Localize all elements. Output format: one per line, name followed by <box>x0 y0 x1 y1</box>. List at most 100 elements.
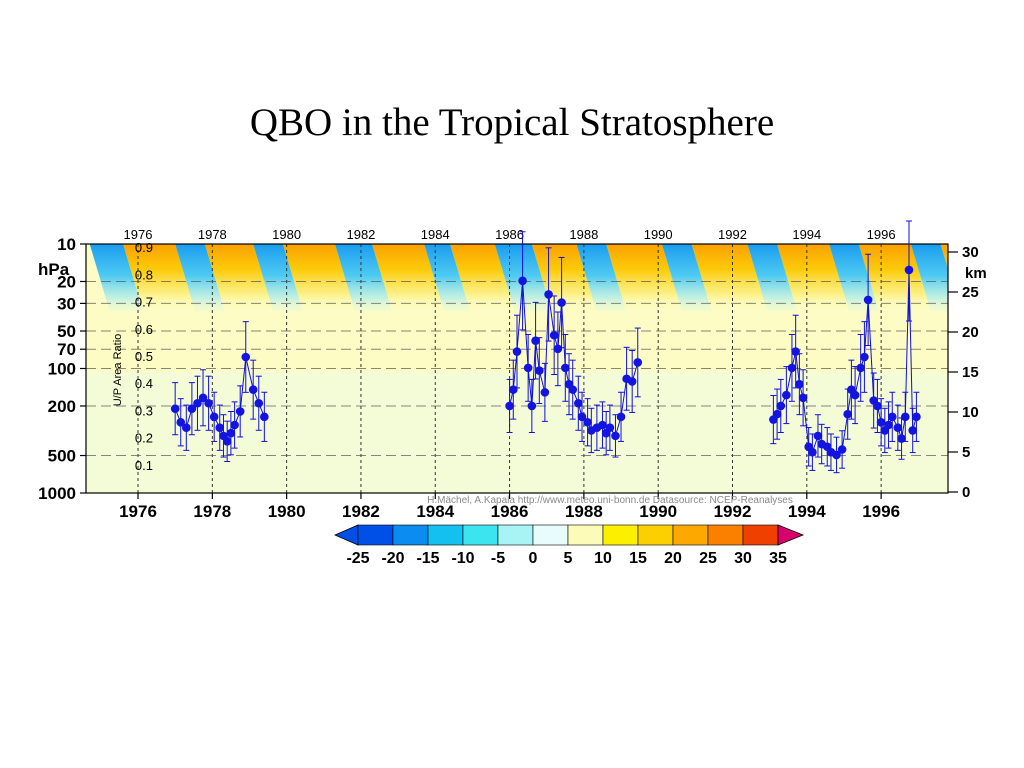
wind-field <box>86 244 948 493</box>
height-tick-label: 10 <box>962 404 979 421</box>
easterly-regime <box>910 244 948 370</box>
colorbar-right-arrow <box>777 524 805 546</box>
colorbar-segment <box>427 524 464 546</box>
height-unit-label: km <box>965 265 987 282</box>
data-point <box>540 388 550 397</box>
ratio-tick-label: 0.6 <box>135 322 153 337</box>
top-year-tick-label: 1982 <box>346 227 375 242</box>
top-year-tick-label: 1980 <box>272 227 301 242</box>
top-year-tick-label: 1978 <box>198 227 227 242</box>
data-point <box>808 447 817 457</box>
data-point <box>772 409 782 419</box>
colorbar-label: 10 <box>594 550 612 567</box>
data-point <box>611 431 620 441</box>
ratio-series-1 <box>170 321 269 463</box>
top-year-tick-label: 1986 <box>495 227 524 242</box>
data-point <box>512 347 522 356</box>
top-year-tick-label: 1976 <box>124 227 153 242</box>
easterly-regime <box>661 244 730 372</box>
height-tick-label: 0 <box>962 484 970 501</box>
data-point <box>876 417 886 427</box>
pressure-tick-label: 70 <box>57 340 76 359</box>
westerly-regime <box>204 244 292 372</box>
ratio-tick-label: 0.2 <box>135 431 153 446</box>
data-point <box>904 265 914 275</box>
data-point <box>837 445 847 454</box>
easterly-regime <box>89 244 162 372</box>
ratio-tick-label: 0.9 <box>135 240 153 255</box>
colorbar-label: 25 <box>699 550 717 567</box>
colorbar: -25 -20 -15 -10 -5 0 5 10 15 20 25 30 35 <box>333 524 805 567</box>
colorbar-label: -10 <box>451 550 474 567</box>
data-point <box>254 398 264 408</box>
data-point <box>776 401 786 411</box>
data-point <box>531 336 540 345</box>
colorbar-segment <box>462 524 499 546</box>
top-year-tick-label: 1984 <box>421 227 450 242</box>
pressure-tick-label: 500 <box>48 447 76 466</box>
bottom-year-tick-label: 1988 <box>565 502 603 521</box>
easterly-regime <box>576 244 645 372</box>
colorbar-label: -20 <box>381 550 404 567</box>
top-year-tick-label: 1994 <box>792 227 821 242</box>
data-point <box>832 450 841 460</box>
easterly-regime <box>829 244 897 372</box>
data-point <box>544 290 553 299</box>
bottom-year-tick-label: 1980 <box>268 502 306 521</box>
westerly-regime <box>372 244 463 372</box>
colorbar-segment <box>532 524 569 546</box>
ratio-series <box>170 220 921 474</box>
ratio-tick-label: 0.1 <box>135 458 153 473</box>
height-tick-label: 5 <box>962 444 970 461</box>
bottom-year-tick-label: 1992 <box>714 502 752 521</box>
ratio-line <box>772 269 917 456</box>
colorbar-label: 20 <box>664 550 682 567</box>
slide-title: QBO in the Tropical Stratosphere <box>249 101 775 144</box>
colorbar-label: -15 <box>416 550 439 567</box>
height-tick-label: 25 <box>962 284 979 301</box>
bottom-year-tick-label: 1982 <box>342 502 380 521</box>
data-point <box>505 401 514 411</box>
easterly-regime <box>424 244 489 372</box>
data-point <box>187 404 197 413</box>
bottom-year-tick-label: 1986 <box>491 502 529 521</box>
colorbar-segment <box>392 524 429 546</box>
colorbar-segment <box>357 524 394 546</box>
pressure-unit-label: hPa <box>38 260 70 279</box>
height-tick-label: 20 <box>962 324 979 341</box>
bottom-year-tick-label: 1994 <box>788 502 826 521</box>
top-year-tick-label: 1992 <box>718 227 747 242</box>
westerly-regime <box>940 244 948 270</box>
data-point <box>226 428 236 438</box>
data-point <box>557 298 566 307</box>
easterly-regime <box>747 244 816 372</box>
data-point <box>884 420 893 430</box>
height-tick-label: 15 <box>962 364 979 381</box>
colorbar-segment <box>567 524 604 546</box>
data-point <box>577 412 587 422</box>
data-point <box>908 426 918 435</box>
data-point <box>863 295 873 305</box>
data-point <box>627 377 637 386</box>
data-point <box>791 347 800 356</box>
data-point <box>782 390 791 400</box>
axes: 1976 1978 1980 1982 1984 1986 1988 1990 1992 1994… <box>38 227 979 521</box>
data-point <box>616 412 626 422</box>
data-point <box>230 420 239 430</box>
westerly-regime <box>777 244 868 372</box>
data-point <box>568 385 578 394</box>
bottom-year-tick-label: 1984 <box>416 502 454 521</box>
pressure-tick-label: 1000 <box>38 484 76 503</box>
data-point <box>850 390 860 400</box>
colorbar-segment <box>497 524 534 546</box>
bottom-year-tick-label: 1978 <box>193 502 231 521</box>
data-point <box>549 330 559 340</box>
colorbar-label: -25 <box>346 550 369 567</box>
pressure-tick-label: 30 <box>57 294 76 313</box>
colorbar-label: -5 <box>491 550 505 567</box>
top-year-tick-label: 1996 <box>867 227 896 242</box>
westerly-regime <box>282 244 373 372</box>
top-year-tick-label: 1988 <box>569 227 598 242</box>
data-point <box>605 423 615 433</box>
ratio-tick-label: 0.5 <box>135 349 153 364</box>
